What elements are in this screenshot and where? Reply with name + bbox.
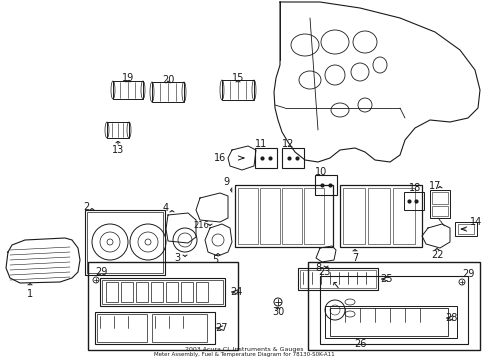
Text: 16: 16: [213, 153, 225, 163]
Bar: [102, 280, 223, 304]
Bar: [238, 188, 258, 244]
Bar: [222, 80, 253, 100]
Bar: [325, 306, 456, 338]
Text: 12: 12: [282, 139, 294, 149]
Bar: [151, 282, 163, 302]
Text: Meter Assembly, Fuel & Temperature Diagram for 78130-S0K-A11: Meter Assembly, Fuel & Temperature Diagr…: [153, 352, 334, 357]
Text: 24: 24: [229, 287, 242, 297]
Bar: [454, 222, 476, 236]
Text: 7: 7: [351, 253, 357, 263]
Bar: [431, 206, 447, 216]
Text: 3: 3: [174, 253, 180, 263]
Bar: [181, 282, 193, 302]
Text: 14: 14: [469, 217, 481, 227]
Bar: [429, 190, 449, 218]
Text: 17: 17: [428, 181, 440, 191]
Text: 18: 18: [408, 183, 420, 193]
Text: 9: 9: [223, 177, 228, 187]
Bar: [319, 276, 467, 344]
Text: 5: 5: [211, 255, 218, 265]
Bar: [113, 81, 142, 99]
Bar: [165, 282, 178, 302]
Text: 27: 27: [215, 323, 227, 333]
Bar: [100, 278, 224, 306]
Bar: [367, 188, 389, 244]
Bar: [121, 282, 133, 302]
Bar: [297, 268, 377, 290]
Bar: [282, 148, 304, 168]
Bar: [304, 188, 324, 244]
Bar: [299, 270, 375, 288]
Bar: [95, 312, 215, 344]
Bar: [152, 314, 206, 342]
Bar: [260, 188, 280, 244]
Text: 22: 22: [430, 250, 442, 260]
Text: 26: 26: [353, 339, 366, 349]
Bar: [392, 188, 414, 244]
Bar: [403, 192, 423, 210]
Bar: [307, 262, 479, 350]
Bar: [196, 282, 207, 302]
Bar: [106, 282, 118, 302]
Text: 216: 216: [193, 220, 208, 230]
Text: 4: 4: [163, 203, 169, 213]
Bar: [97, 314, 147, 342]
Text: 1: 1: [27, 289, 33, 299]
Bar: [152, 82, 183, 102]
Bar: [107, 122, 129, 138]
Bar: [431, 192, 447, 204]
Bar: [85, 210, 164, 275]
Text: 10: 10: [314, 167, 326, 177]
Bar: [342, 188, 364, 244]
Bar: [314, 175, 336, 195]
Text: 23: 23: [317, 267, 330, 277]
Bar: [339, 185, 421, 247]
Text: 2: 2: [83, 202, 89, 212]
Text: 19: 19: [122, 73, 134, 83]
Bar: [136, 282, 148, 302]
Text: 25: 25: [379, 274, 392, 284]
Text: 20: 20: [162, 75, 174, 85]
Bar: [254, 148, 276, 168]
Bar: [87, 212, 163, 273]
Bar: [282, 188, 302, 244]
Text: 29: 29: [95, 267, 107, 277]
Text: 28: 28: [444, 313, 456, 323]
Text: 30: 30: [271, 307, 284, 317]
Bar: [329, 308, 447, 336]
Bar: [88, 262, 238, 350]
Text: 15: 15: [231, 73, 244, 83]
Text: 2003 Acura CL Instruments & Gauges: 2003 Acura CL Instruments & Gauges: [184, 347, 303, 352]
Text: 11: 11: [254, 139, 267, 149]
Text: 13: 13: [112, 145, 124, 155]
Bar: [235, 185, 332, 247]
Text: 8: 8: [314, 263, 321, 273]
Bar: [457, 224, 473, 234]
Text: 29: 29: [461, 269, 473, 279]
